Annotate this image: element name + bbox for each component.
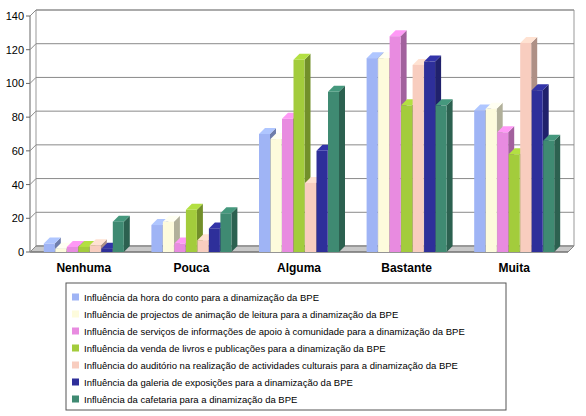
bar bbox=[328, 86, 345, 252]
tick-label: 80 bbox=[12, 111, 24, 123]
legend-key bbox=[72, 294, 79, 301]
legend-label: Influência da hora do conto para a dinam… bbox=[84, 292, 319, 303]
y-axis bbox=[30, 16, 31, 252]
bar bbox=[220, 207, 237, 252]
legend-label: Influência de serviços de informações de… bbox=[84, 326, 465, 337]
tick bbox=[26, 252, 30, 253]
legend-key bbox=[72, 345, 79, 352]
legend-label: Influência da galeria de exposições para… bbox=[84, 377, 353, 388]
tick bbox=[26, 16, 30, 17]
tick-label: 0 bbox=[18, 246, 24, 258]
category-label: Pouca bbox=[173, 261, 209, 275]
chart: 0 20 40 60 80 100 120 140 Nenhuma Pouca Alguma Bast… bbox=[0, 0, 586, 416]
legend-key bbox=[72, 328, 79, 335]
legend-key bbox=[72, 362, 79, 369]
tick-label: 60 bbox=[12, 145, 24, 157]
bar bbox=[436, 99, 453, 252]
grid-line bbox=[30, 44, 574, 50]
bar bbox=[113, 216, 130, 252]
category-label: Bastante bbox=[381, 261, 432, 275]
legend-key bbox=[72, 379, 79, 386]
bars bbox=[44, 30, 560, 252]
tick bbox=[26, 83, 30, 84]
legend bbox=[66, 283, 506, 410]
legend-label: Influência da venda de livros e publicaç… bbox=[84, 343, 386, 354]
bar bbox=[543, 135, 560, 252]
grid-line bbox=[30, 10, 574, 16]
tick-label: 100 bbox=[6, 77, 24, 89]
tick-label: 20 bbox=[12, 212, 24, 224]
tick bbox=[26, 218, 30, 219]
tick bbox=[26, 150, 30, 151]
legend-label: Influência de projectos de animação de l… bbox=[84, 309, 398, 320]
tick bbox=[26, 184, 30, 185]
category-label: Nenhuma bbox=[56, 261, 111, 275]
legend-key bbox=[72, 311, 79, 318]
category-label: Alguma bbox=[277, 261, 321, 275]
legend-label: Influência da cafetaria para a dinamizaç… bbox=[84, 394, 297, 405]
legend-key bbox=[72, 396, 79, 403]
tick bbox=[26, 117, 30, 118]
tick bbox=[26, 49, 30, 50]
category-label: Muita bbox=[499, 261, 531, 275]
tick-label: 140 bbox=[6, 10, 24, 22]
legend-label: Influência do auditório na realização de… bbox=[84, 360, 458, 371]
tick-label: 40 bbox=[12, 179, 24, 191]
tick-label: 120 bbox=[6, 44, 24, 56]
